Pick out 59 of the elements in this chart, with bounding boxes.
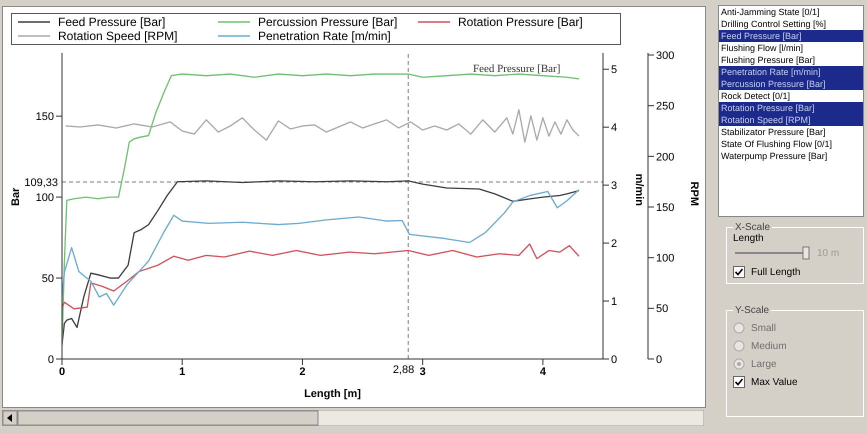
text: X-Scale [734, 222, 772, 233]
line-series [64, 109, 580, 143]
x-tick-label: 3 [420, 366, 426, 378]
x-tick-label: 0 [58, 366, 66, 378]
y-tick-label: 100 [36, 192, 54, 204]
text: Penetration Rate [m/min] [719, 66, 863, 78]
text: Feed Pressure [Bar] [719, 30, 863, 42]
y3-tick-label: 0 [656, 354, 662, 366]
text: Y-Scale [734, 305, 770, 316]
line-series [62, 243, 580, 310]
y3-tick-label: 200 [656, 151, 674, 164]
line-series [62, 189, 580, 306]
y2-tick-label: 3 [611, 180, 618, 192]
text: 10 m [817, 248, 840, 258]
x-axis-title: Length [m] [304, 388, 362, 400]
text: Waterpump Pressure [Bar] [720, 150, 828, 162]
text: Large [751, 358, 777, 370]
y3-axis-title: RPM [688, 182, 700, 206]
y3-tick-label: 150 [656, 202, 674, 214]
ref-line-label: 109,33 [24, 176, 58, 189]
text: Percussion Pressure [Bar] [719, 78, 863, 90]
y-tick-label: 50 [42, 272, 54, 285]
annotation: Feed Pressure [Bar] [473, 63, 560, 75]
legend-label: Percussion Pressure [Bar] [258, 15, 398, 29]
text: Drilling Control Setting [%] [720, 18, 828, 30]
text: Stabilizator Pressure [Bar] [720, 126, 827, 138]
y2-axis-title: m/min [633, 174, 646, 206]
x-tick-label: 1 [179, 366, 186, 378]
text: Rotation Speed [RPM] [719, 114, 863, 126]
x-tick-label: 2 [299, 366, 306, 378]
ref-line-label: 2,88 [392, 364, 414, 376]
text: Max Value [751, 376, 798, 388]
text: Flushing Flow [l/min] [720, 42, 804, 54]
legend-label: Feed Pressure [Bar] [58, 15, 166, 29]
y3-tick-label: 250 [656, 100, 674, 113]
legend-label: Penetration Rate [m/min] [258, 29, 391, 43]
text: Anti-Jamming State [0/1] [720, 6, 821, 18]
x-tick-label: 4 [540, 366, 547, 378]
y3-tick-label: 300 [656, 50, 674, 62]
y2-tick-label: 0 [611, 354, 618, 366]
y2-tick-label: 4 [611, 122, 618, 134]
legend-label: Rotation Speed [RPM] [58, 29, 178, 43]
y3-tick-label: 100 [656, 252, 674, 265]
text: Medium [751, 340, 787, 352]
legend-label: Rotation Pressure [Bar] [458, 15, 583, 29]
y2-tick-label: 2 [611, 238, 618, 250]
y-tick-label: 150 [36, 111, 54, 124]
text: Flushing Pressure [Bar] [720, 54, 816, 66]
text: Small [751, 322, 776, 334]
text: Length [733, 233, 765, 244]
y-tick-label: 0 [48, 354, 54, 366]
text: Rotation Pressure [Bar] [719, 102, 863, 114]
y3-tick-label: 50 [656, 303, 668, 316]
y2-tick-label: 5 [611, 64, 618, 76]
y2-tick-label: 1 [611, 296, 618, 308]
y-axis-title: Bar [10, 186, 22, 206]
text: Rock Detect [0/1] [720, 90, 792, 102]
text: Full Length [751, 266, 800, 278]
text: State Of Flushing Flow [0/1] [720, 138, 834, 150]
